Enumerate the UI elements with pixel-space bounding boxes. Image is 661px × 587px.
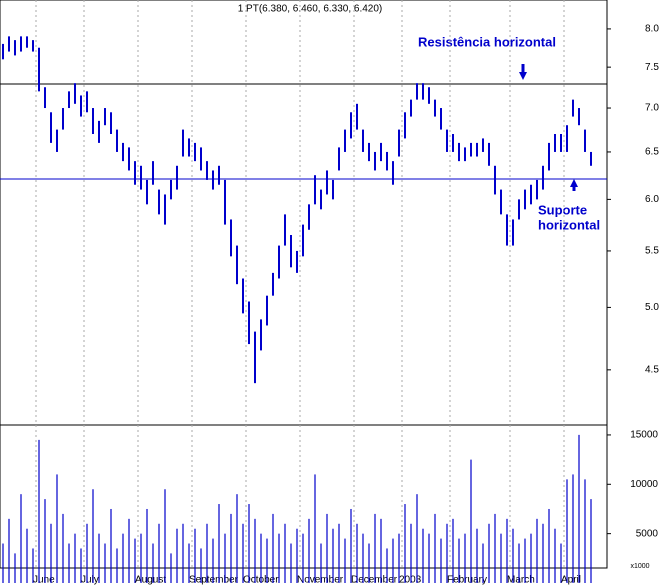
- x-tick-label: June: [33, 575, 55, 586]
- resistance-label: Resistência horizontal: [418, 34, 556, 49]
- volume-tick-label: 10000: [630, 479, 658, 490]
- support-label: horizontal: [538, 217, 600, 232]
- volume-tick-label: 15000: [630, 430, 658, 441]
- volume-tick-label: 5000: [636, 528, 659, 539]
- x-tick-label: September: [189, 575, 239, 586]
- chart-title: 1 PT(6.380, 6.460, 6.330, 6.420): [238, 4, 383, 15]
- x-tick-label: 2003: [399, 575, 422, 586]
- x-tick-label: April: [561, 575, 581, 586]
- x-tick-label: November: [297, 575, 344, 586]
- y-tick-label: 4.5: [645, 364, 659, 375]
- support-label: Suporte: [538, 202, 587, 217]
- plot-frame: [0, 0, 608, 569]
- y-tick-label: 5.5: [645, 246, 659, 257]
- x-tick-label: December: [351, 575, 398, 586]
- volume-unit: x1000: [630, 563, 649, 570]
- y-tick-label: 8.0: [645, 24, 659, 35]
- x-tick-label: August: [135, 575, 166, 586]
- x-tick-label: March: [507, 575, 535, 586]
- y-tick-label: 5.0: [645, 302, 659, 313]
- y-tick-label: 7.0: [645, 103, 659, 114]
- y-tick-label: 6.0: [645, 194, 659, 205]
- x-tick-label: February: [447, 575, 487, 586]
- y-tick-label: 7.5: [645, 62, 659, 73]
- y-tick-label: 6.5: [645, 147, 659, 158]
- x-tick-label: July: [81, 575, 99, 586]
